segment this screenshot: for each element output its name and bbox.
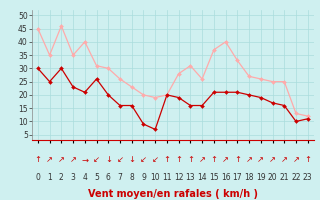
Text: ↑: ↑ <box>304 156 311 164</box>
Text: 15: 15 <box>209 174 219 182</box>
Text: ↙: ↙ <box>93 156 100 164</box>
Text: 14: 14 <box>197 174 207 182</box>
Text: ↗: ↗ <box>269 156 276 164</box>
Text: 22: 22 <box>291 174 301 182</box>
Text: ↗: ↗ <box>69 156 76 164</box>
Text: ↗: ↗ <box>46 156 53 164</box>
Text: ↓: ↓ <box>128 156 135 164</box>
Text: 2: 2 <box>59 174 64 182</box>
Text: 9: 9 <box>141 174 146 182</box>
Text: 21: 21 <box>279 174 289 182</box>
Text: 7: 7 <box>117 174 123 182</box>
Text: ↗: ↗ <box>281 156 288 164</box>
Text: 18: 18 <box>244 174 254 182</box>
Text: 6: 6 <box>106 174 111 182</box>
Text: ↑: ↑ <box>234 156 241 164</box>
Text: 13: 13 <box>186 174 195 182</box>
Text: 19: 19 <box>256 174 266 182</box>
Text: ↓: ↓ <box>105 156 112 164</box>
Text: 5: 5 <box>94 174 99 182</box>
Text: 1: 1 <box>47 174 52 182</box>
Text: ↙: ↙ <box>152 156 159 164</box>
Text: ↑: ↑ <box>187 156 194 164</box>
Text: 20: 20 <box>268 174 277 182</box>
Text: 0: 0 <box>36 174 40 182</box>
Text: →: → <box>81 156 88 164</box>
Text: ↗: ↗ <box>222 156 229 164</box>
Text: 4: 4 <box>82 174 87 182</box>
Text: 23: 23 <box>303 174 313 182</box>
Text: 3: 3 <box>71 174 76 182</box>
Text: ↗: ↗ <box>199 156 206 164</box>
Text: ↗: ↗ <box>58 156 65 164</box>
Text: 17: 17 <box>233 174 242 182</box>
Text: ↑: ↑ <box>34 156 41 164</box>
Text: ↗: ↗ <box>257 156 264 164</box>
Text: ↑: ↑ <box>210 156 217 164</box>
Text: 16: 16 <box>221 174 230 182</box>
Text: ↑: ↑ <box>175 156 182 164</box>
Text: 8: 8 <box>129 174 134 182</box>
Text: 10: 10 <box>150 174 160 182</box>
Text: ↑: ↑ <box>164 156 171 164</box>
Text: ↗: ↗ <box>292 156 300 164</box>
Text: ↙: ↙ <box>140 156 147 164</box>
Text: 11: 11 <box>162 174 172 182</box>
Text: Vent moyen/en rafales ( km/h ): Vent moyen/en rafales ( km/h ) <box>88 189 258 199</box>
Text: ↗: ↗ <box>245 156 252 164</box>
Text: 12: 12 <box>174 174 183 182</box>
Text: ↙: ↙ <box>116 156 124 164</box>
